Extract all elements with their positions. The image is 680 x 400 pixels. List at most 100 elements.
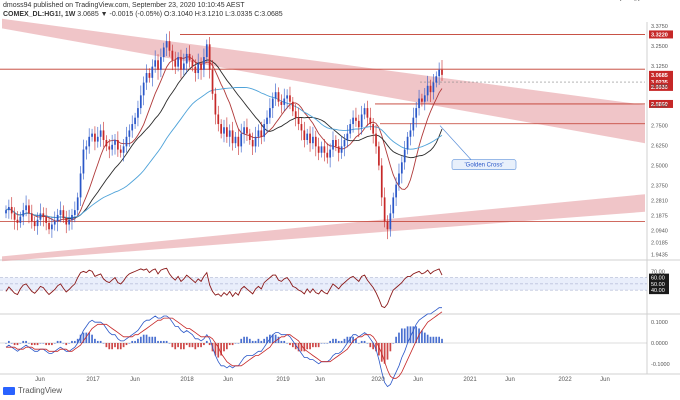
macd-histogram-bar	[154, 336, 157, 343]
macd-histogram-bar	[332, 338, 334, 343]
macd-histogram-bar	[28, 343, 30, 344]
macd-histogram-bar	[174, 343, 177, 350]
macd-histogram-bar	[191, 343, 194, 348]
candle-body	[191, 60, 194, 67]
macd-histogram-bar	[194, 343, 197, 350]
macd-histogram-bar	[177, 343, 179, 348]
macd-histogram-bar	[134, 340, 136, 343]
golden-cross-label: 'Golden Cross'	[465, 163, 504, 169]
macd-histogram-bar	[162, 340, 165, 343]
candle-body	[223, 127, 225, 134]
price-tick-label: 2.5000	[651, 164, 668, 170]
candle-body	[148, 73, 151, 78]
macd-histogram-bar	[300, 343, 303, 352]
macd-histogram-bar	[286, 343, 288, 344]
sma-fast-line	[5, 56, 443, 222]
macd-histogram-bar	[412, 326, 415, 343]
footer-brand[interactable]: TradingView	[3, 386, 62, 395]
candle-body	[303, 130, 306, 140]
macd-histogram-bar	[42, 343, 45, 344]
macd-histogram-bar	[220, 343, 222, 356]
time-tick-label: 2021	[463, 377, 477, 383]
price-badge	[649, 30, 673, 39]
macd-histogram-bar	[343, 338, 346, 343]
candle-body	[182, 63, 185, 70]
candle-body	[383, 197, 386, 222]
candle-body	[208, 44, 211, 70]
rsi-badge-label: 40.00	[651, 288, 665, 294]
candle-body	[231, 130, 234, 144]
candle-body	[398, 173, 400, 185]
candle-body	[188, 53, 191, 61]
candle-body	[71, 214, 73, 220]
macd-histogram-bar	[228, 343, 231, 346]
time-tick-label: Jun	[505, 377, 515, 383]
macd-histogram-bar	[352, 336, 354, 343]
macd-histogram-bar	[289, 343, 291, 346]
macd-histogram-bar	[160, 340, 162, 343]
rsi-badge	[649, 286, 669, 295]
time-tick-label: Jun	[413, 377, 423, 383]
macd-histogram-bar	[73, 340, 76, 343]
price-badge-label: 2.9930	[651, 85, 668, 91]
candle-body	[320, 146, 323, 153]
candle-body	[380, 165, 383, 198]
macd-histogram-bar	[277, 336, 280, 343]
candle-body	[200, 63, 202, 70]
candle-body	[102, 130, 105, 140]
candle-body	[326, 152, 329, 158]
price-badge	[649, 82, 673, 91]
candle-body	[248, 133, 251, 140]
publish-info: dmoss94 published on TradingView.com, Se…	[3, 2, 245, 9]
macd-histogram-bar	[105, 343, 108, 348]
macd-histogram-bar	[142, 334, 145, 343]
macd-histogram-bar	[99, 340, 102, 343]
candle-body	[386, 221, 389, 230]
macd-histogram-bar	[280, 340, 283, 343]
price-tick-label: 2.1875	[651, 213, 668, 219]
macd-histogram-bar	[128, 343, 131, 344]
macd-histogram-bar	[257, 338, 260, 343]
candle-body	[294, 111, 297, 118]
candle-body	[237, 136, 240, 147]
macd-histogram-bar	[248, 338, 251, 343]
candle-body	[297, 117, 300, 125]
macd-histogram-bar	[297, 343, 300, 352]
candle-body	[277, 92, 280, 102]
candle-body	[306, 133, 309, 140]
rsi-tick-label: 70.00	[651, 269, 665, 275]
price-tick-label: 2.7500	[651, 124, 668, 130]
candle-body	[157, 60, 159, 70]
candle-body	[79, 173, 82, 198]
ohlc-readout: 3.0685 ▼ -0.0015 (-0.05%) O:3.1040 H:3.1…	[77, 11, 283, 18]
candle-body	[82, 149, 85, 174]
candle-body	[108, 146, 111, 150]
candle-body	[409, 130, 412, 137]
price-badge	[649, 99, 673, 108]
time-tick-label: 2017	[86, 377, 100, 383]
candle-body	[122, 146, 125, 153]
symbol-label: COMEX_DL:HG1!, 1W	[3, 11, 76, 18]
macd-histogram-bar	[400, 328, 403, 343]
candle-body	[375, 133, 377, 147]
macd-histogram-bar	[337, 340, 340, 343]
macd-tick-label: 0.1000	[651, 320, 668, 326]
macd-histogram-bar	[312, 343, 314, 348]
rsi-badge	[649, 273, 669, 282]
macd-histogram-bar	[79, 334, 82, 343]
candle-body	[317, 146, 320, 153]
candle-body	[28, 205, 30, 214]
candle-body	[314, 136, 317, 147]
macd-histogram-bar	[137, 338, 139, 343]
macd-histogram-bar	[151, 336, 154, 343]
candle-body	[329, 149, 331, 158]
macd-histogram-bar	[188, 343, 191, 348]
candle-body	[286, 95, 288, 99]
macd-histogram-bar	[340, 340, 343, 343]
macd-histogram-bar	[246, 336, 248, 343]
candle-body	[418, 98, 420, 109]
macd-histogram-bar	[314, 343, 317, 348]
candle-body	[372, 124, 375, 134]
candle-body	[139, 95, 142, 109]
candle-body	[429, 85, 432, 93]
